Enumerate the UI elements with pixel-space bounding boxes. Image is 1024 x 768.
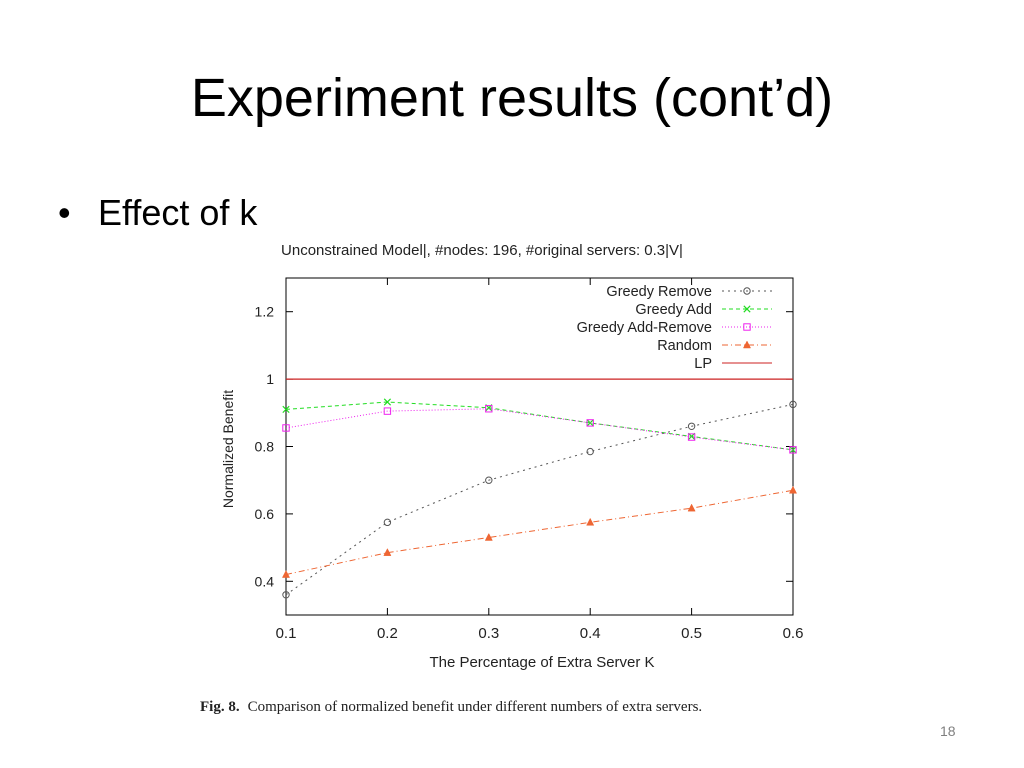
- data-point-greedy-add-remove: [687, 433, 696, 441]
- data-point-greedy-add: [789, 446, 797, 454]
- data-point-greedy-add-remove: [282, 424, 290, 432]
- y-tick-label: 1.2: [255, 304, 275, 320]
- slide-title: Experiment results (cont’d): [190, 68, 834, 128]
- data-point-greedy-remove: [383, 518, 392, 527]
- data-point-greedy-remove: [586, 447, 594, 456]
- series-line-greedy-add: [285, 401, 794, 451]
- line-chart: Unconstrained Model|, #nodes: 196, #orig…: [220, 242, 804, 671]
- chart-legend: Greedy Remove Greedy Add Greedy Add-Remove…: [577, 284, 772, 372]
- legend-marker-greedy-add-remove: [743, 323, 751, 331]
- series-line-greedy-add-remove: [285, 408, 794, 451]
- data-point-greedy-add-remove: [586, 419, 594, 427]
- data-point-greedy-remove: [789, 400, 797, 409]
- y-tick-label: 1: [266, 371, 274, 387]
- y-tick-label: 0.8: [255, 439, 275, 455]
- x-axis-label: The Percentage of Extra Server K: [429, 654, 654, 671]
- data-point-greedy-add-remove: [485, 405, 493, 413]
- x-tick-label: 0.3: [478, 625, 499, 642]
- chart-title: Unconstrained Model|, #nodes: 196, #orig…: [281, 242, 683, 259]
- data-point-random: [484, 532, 493, 541]
- x-tick-label: 0.1: [276, 625, 297, 642]
- data-point-random: [586, 517, 595, 526]
- y-tick-label: 0.6: [255, 506, 275, 522]
- legend-label-greedy-add-remove: Greedy Add-Remove: [577, 320, 712, 336]
- data-point-greedy-add-remove: [789, 446, 797, 454]
- data-point-greedy-remove: [282, 591, 290, 599]
- data-point-greedy-add: [383, 398, 392, 406]
- legend-label-greedy-remove: Greedy Remove: [606, 284, 712, 300]
- legend-marker-random: [742, 340, 752, 349]
- y-axis-label: Normalized Benefit: [220, 390, 236, 508]
- legend-label-lp: LP: [694, 356, 712, 372]
- legend-label-random: Random: [657, 338, 712, 354]
- data-point-random: [687, 503, 696, 512]
- y-tick-label: 0.4: [255, 573, 275, 589]
- caption-label: Fig. 8.: [200, 699, 240, 715]
- legend-label-greedy-add: Greedy Add: [635, 302, 712, 318]
- data-point-random: [383, 548, 392, 556]
- series-line-greedy-remove: [285, 403, 794, 596]
- data-point-greedy-remove: [485, 476, 493, 484]
- x-tick-label: 0.6: [783, 625, 804, 642]
- data-point-greedy-remove: [687, 422, 696, 430]
- caption-text: Comparison of normalized benefit under d…: [247, 699, 703, 715]
- legend-marker-greedy-remove: [743, 287, 751, 295]
- x-tick-label: 0.5: [681, 625, 702, 642]
- data-point-random: [788, 485, 798, 494]
- x-tick-label: 0.2: [377, 625, 398, 642]
- bullet-icon: •: [58, 192, 71, 233]
- bullet-item: • Effect of k: [58, 188, 257, 238]
- legend-marker-greedy-add: [743, 305, 751, 313]
- series-line-random: [285, 489, 794, 576]
- page-number: 18: [940, 723, 956, 739]
- figure-caption: Fig. 8. Comparison of normalized benefit …: [200, 697, 702, 717]
- data-point-greedy-add-remove: [383, 407, 392, 415]
- bullet-text: Effect of k: [98, 192, 258, 233]
- data-point-greedy-add: [282, 405, 290, 414]
- data-point-random: [281, 570, 291, 578]
- plot-frame: [285, 277, 794, 616]
- x-tick-label: 0.4: [580, 625, 601, 642]
